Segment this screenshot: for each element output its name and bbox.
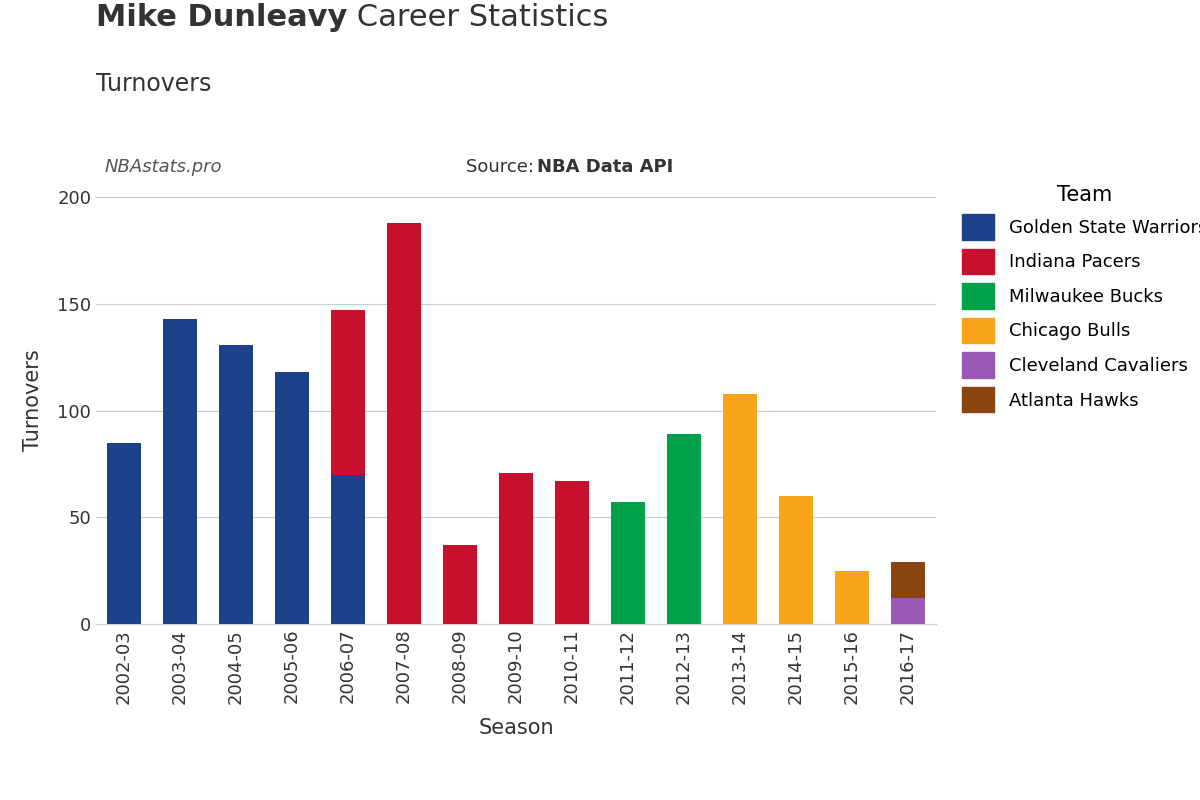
- Bar: [107, 442, 140, 624]
- Bar: [611, 502, 644, 624]
- X-axis label: Season: Season: [478, 718, 554, 738]
- Text: Source:: Source:: [466, 158, 539, 176]
- Text: NBA Data API: NBA Data API: [538, 158, 673, 176]
- Bar: [556, 481, 589, 624]
- Text: NBAstats.pro: NBAstats.pro: [104, 158, 222, 176]
- Bar: [835, 570, 869, 624]
- Bar: [220, 345, 253, 624]
- Text: Turnovers: Turnovers: [96, 72, 211, 96]
- Bar: [892, 562, 925, 598]
- Bar: [331, 310, 365, 474]
- Text: Mike Dunleavy: Mike Dunleavy: [96, 3, 347, 32]
- Bar: [667, 434, 701, 624]
- Bar: [499, 473, 533, 624]
- Bar: [163, 319, 197, 624]
- Bar: [443, 545, 476, 624]
- Bar: [275, 372, 308, 624]
- Bar: [779, 496, 812, 624]
- Bar: [892, 598, 925, 624]
- Bar: [331, 474, 365, 624]
- Y-axis label: Turnovers: Turnovers: [23, 349, 43, 451]
- Text: Career Statistics: Career Statistics: [347, 3, 608, 32]
- Legend: Golden State Warriors, Indiana Pacers, Milwaukee Bucks, Chicago Bulls, Cleveland: Golden State Warriors, Indiana Pacers, M…: [962, 185, 1200, 413]
- Bar: [388, 223, 421, 624]
- Bar: [724, 394, 757, 624]
